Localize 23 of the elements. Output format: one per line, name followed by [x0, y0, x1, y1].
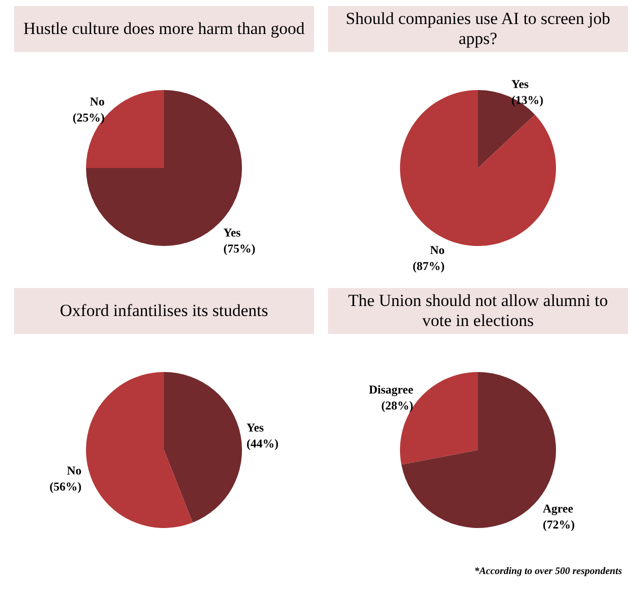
data-label: (56%): [49, 480, 82, 494]
slice-label: Yes: [246, 420, 264, 434]
data-label: (75%): [223, 241, 256, 256]
pie-slice: [400, 90, 556, 246]
data-label: (44%): [246, 436, 279, 450]
slice-label: No: [66, 464, 82, 478]
chart-title: Should companies use AI to screen job apps?: [328, 6, 628, 52]
pie-slice: [164, 372, 242, 523]
data-label: (25%): [72, 110, 105, 125]
slice-label: Yes: [223, 225, 242, 240]
slice-label: No: [90, 94, 105, 109]
slice-label: Yes: [511, 76, 530, 91]
slice-label: Disagree: [368, 382, 414, 396]
data-label: (72%): [542, 518, 575, 532]
chart-title: Hustle culture does more harm than good: [14, 6, 314, 52]
slice-label: No: [430, 243, 445, 258]
pie-slice: [86, 372, 193, 528]
slice-label: Agree: [542, 502, 574, 516]
text: *According to over 500 respondents: [473, 566, 623, 577]
data-label: (28%): [381, 398, 414, 412]
data-label: (87%): [412, 259, 445, 274]
chart-title: Oxford infantilises its students: [14, 288, 314, 334]
chart-title: The Union should not allow alumni to vote in elections: [328, 288, 628, 334]
